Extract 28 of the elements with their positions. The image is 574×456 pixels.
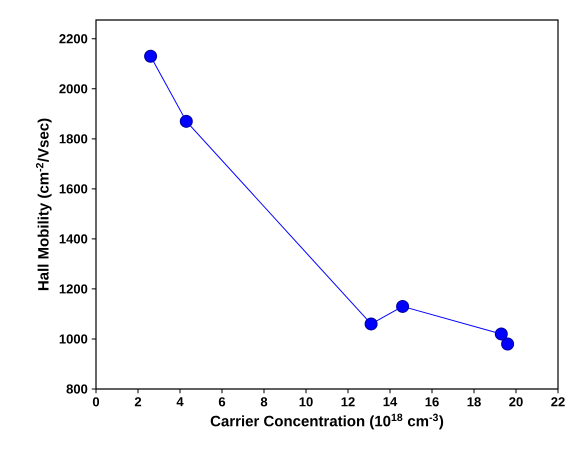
x-axis-title: Carrier Concentration (10$^{18}$ cm$^{-3}$)	[210, 414, 444, 430]
point	[144, 50, 158, 63]
y-axis-title: Hall Mobility (cm$^{-2}$/Vsec)	[36, 118, 52, 290]
x-tick-label: 22	[551, 397, 565, 406]
point	[396, 300, 410, 313]
y-tick-label: 1200	[60, 284, 88, 294]
x-tick-label: 16	[426, 397, 439, 406]
point	[364, 317, 378, 330]
point	[180, 114, 193, 128]
y-tick-label: 2000	[59, 84, 88, 94]
point	[501, 337, 514, 350]
y-tick-label: 1400	[60, 234, 88, 244]
y-tick-label: 2200	[59, 34, 88, 44]
y-tick-label: 1800	[60, 134, 88, 144]
x-tick-label: 10	[300, 397, 313, 406]
x-tick-label: 12	[342, 397, 355, 406]
x-tick-label: 8	[260, 397, 268, 406]
x-tick-label: 0	[92, 397, 100, 406]
y-tick-label: 1000	[60, 334, 88, 344]
y-tick-label: 800	[66, 384, 88, 394]
x-tick-label: 14	[384, 397, 398, 406]
x-tick-label: 20	[509, 397, 523, 406]
x-tick-label: 6	[218, 397, 226, 406]
x-tick-label: 4	[176, 397, 184, 406]
x-tick-label: 18	[468, 397, 481, 406]
x-tick-label: 2	[134, 397, 142, 406]
point	[494, 327, 508, 340]
y-tick-label: 1600	[60, 184, 88, 194]
